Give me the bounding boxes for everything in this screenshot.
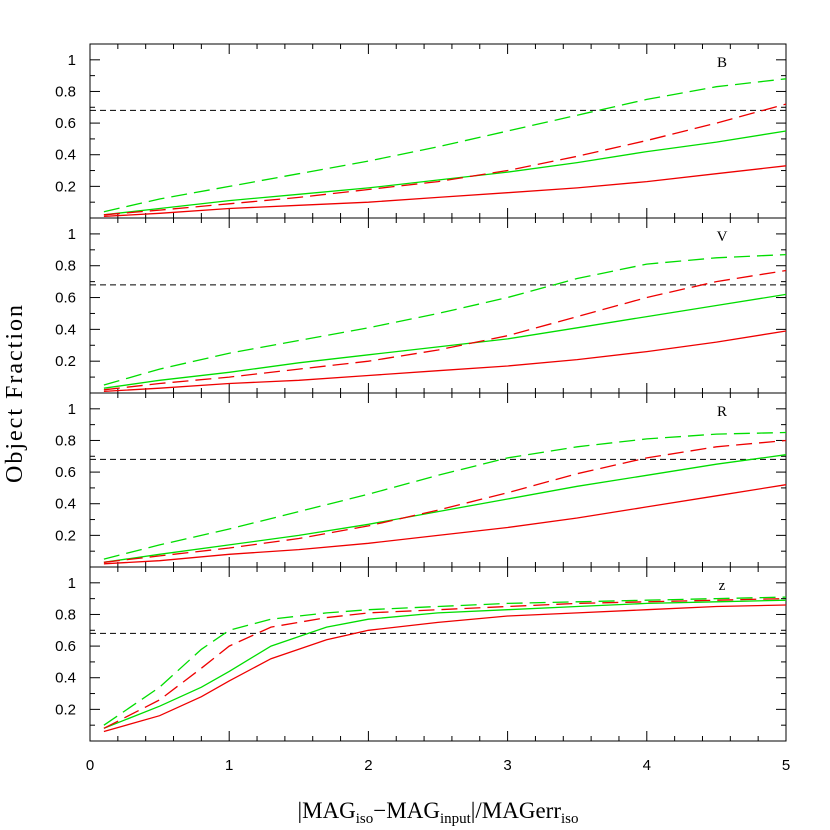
x-axis-title: |MAGiso−MAGinput|/MAGerriso xyxy=(297,798,578,827)
x-tick-label: 4 xyxy=(643,757,651,774)
x-tick-label: 3 xyxy=(503,757,511,774)
y-tick-label: 0.4 xyxy=(55,670,76,687)
x-tick-labels: 0 1 2 3 4 5 xyxy=(86,757,790,774)
panel-label: B xyxy=(717,55,727,71)
panel-label: z xyxy=(719,578,726,594)
x-tick-label: 2 xyxy=(364,757,372,774)
panel-frame xyxy=(89,217,787,394)
y-tick-label: 0.6 xyxy=(55,464,76,481)
y-tick-label: 0.8 xyxy=(55,258,76,275)
y-tick-label: 0.6 xyxy=(55,115,76,132)
panel-frame xyxy=(89,43,787,219)
y-tick-label: 0.8 xyxy=(55,432,76,449)
y-tick-label: 0.8 xyxy=(55,606,76,623)
series-line-red-dashed xyxy=(103,269,787,391)
panel-b: 0.2 0.4 0.6 0.8 1 B xyxy=(55,43,787,219)
series-line-green-solid xyxy=(103,454,787,563)
panel-frame xyxy=(89,566,787,742)
y-tick-label: 0.2 xyxy=(55,701,76,718)
y-tick-label: 0.4 xyxy=(55,496,76,513)
series-line-green-dashed xyxy=(103,78,787,213)
series-line-red-dashed xyxy=(103,439,787,563)
x-tick-label: 1 xyxy=(225,757,233,774)
y-tick-label: 1 xyxy=(68,52,76,69)
series-line-red-dashed xyxy=(103,103,787,216)
x-tick-label: 0 xyxy=(86,757,94,774)
series-line-green-solid xyxy=(103,599,787,729)
series-line-red-solid xyxy=(103,604,787,733)
y-axis-title: Object Fraction xyxy=(2,303,28,483)
y-tick-label: 0.2 xyxy=(55,527,76,544)
y-tick-label: 0.2 xyxy=(55,178,76,195)
series-line-green-dashed xyxy=(103,253,787,386)
panel-label: V xyxy=(717,229,728,245)
series-line-red-solid xyxy=(103,330,787,393)
y-tick-label: 0.4 xyxy=(55,147,76,164)
y-tick-label: 1 xyxy=(68,401,76,418)
y-tick-label: 0.2 xyxy=(55,353,76,370)
series-line-green-dashed xyxy=(103,596,787,726)
series-line-green-dashed xyxy=(103,431,787,560)
series-line-green-solid xyxy=(103,130,787,216)
y-tick-label: 0.8 xyxy=(55,83,76,100)
panel-label: R xyxy=(717,404,727,420)
y-tick-label: 0.6 xyxy=(55,290,76,307)
panel-v: 0.2 0.4 0.6 0.8 1 V xyxy=(55,217,787,394)
panel-frame xyxy=(89,392,787,568)
series-line-red-dashed xyxy=(103,597,787,729)
series-line-green-solid xyxy=(103,293,787,389)
panel-z: 0.2 0.4 0.6 0.8 1 z xyxy=(55,566,787,742)
series-line-red-solid xyxy=(103,165,787,218)
y-tick-label: 1 xyxy=(68,575,76,592)
panel-r: 0.2 0.4 0.6 0.8 1 R xyxy=(55,392,787,568)
series-line-red-solid xyxy=(103,484,787,565)
panels-group: 0.2 0.4 0.6 0.8 1 B 0.2 0.4 0.6 0.8 1 V 0.2 0.4 0.6 0.8… xyxy=(55,43,787,742)
y-tick-label: 1 xyxy=(68,226,76,243)
y-tick-label: 0.4 xyxy=(55,321,76,338)
y-tick-label: 0.6 xyxy=(55,638,76,655)
x-tick-label: 5 xyxy=(782,757,790,774)
